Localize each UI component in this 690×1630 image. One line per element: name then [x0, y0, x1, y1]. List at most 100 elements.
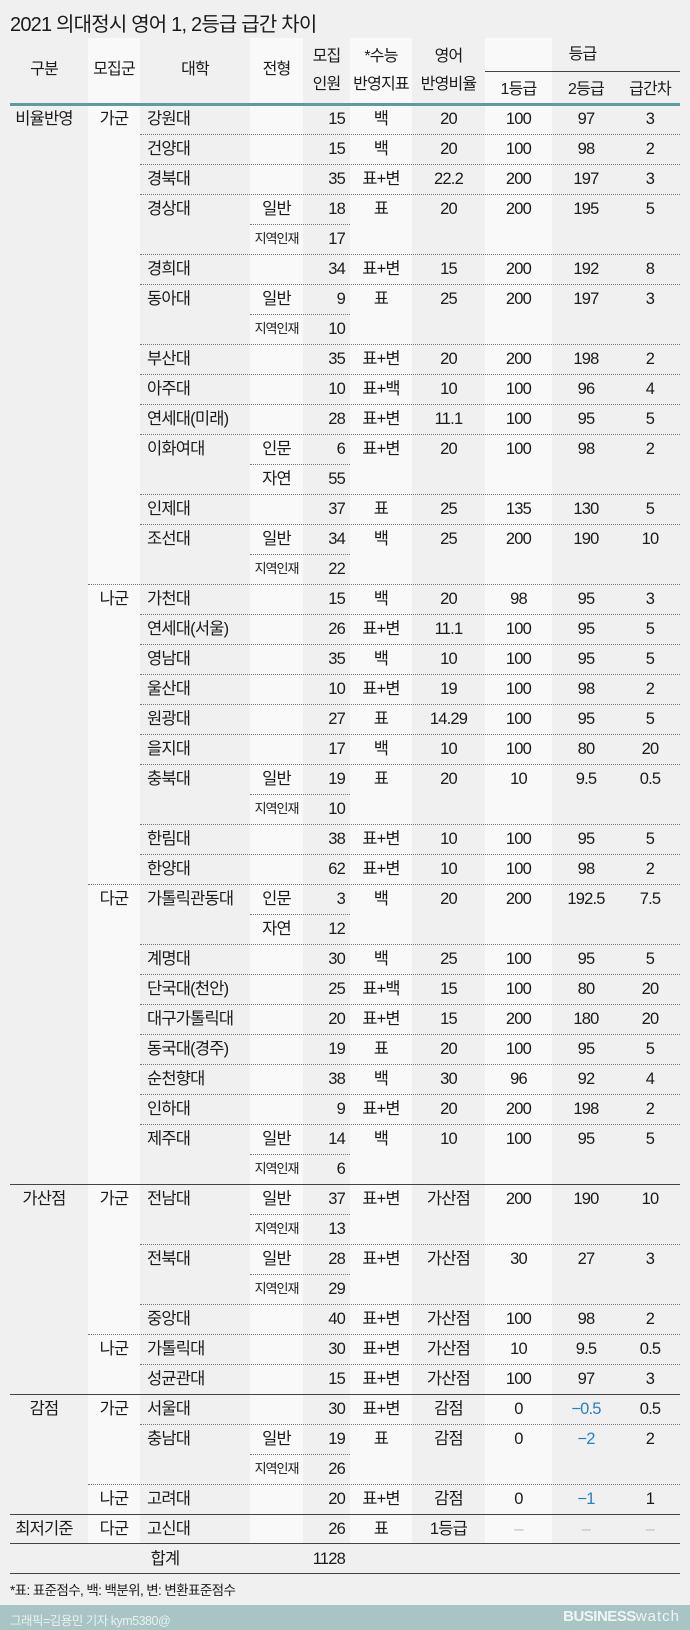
univ-cell: 경북대: [147, 170, 191, 188]
grade1-cell: 100: [505, 680, 532, 698]
grade2-cell: 195: [573, 200, 599, 218]
row-divider: [140, 1094, 680, 1095]
quota-cell: 26: [328, 1520, 346, 1538]
univ-cell: 고신대: [147, 1520, 191, 1538]
grade2-cell: 98: [577, 1310, 596, 1328]
row-divider: [140, 674, 680, 675]
header-quota-1: 모집: [312, 48, 342, 65]
grade1-cell: 200: [505, 1010, 532, 1028]
total-quota: 1128: [312, 1550, 346, 1568]
divider: [10, 1573, 680, 1574]
grade2-cell: 9.5: [575, 770, 597, 788]
diff-cell: 2: [645, 350, 655, 368]
table-row: 전북대 일반 28 표+변 가산점 30 27 3: [0, 1244, 690, 1274]
table-subrow: 지역인재 29: [0, 1274, 690, 1304]
header-rule: [10, 103, 680, 106]
diff-cell: 7.5: [639, 890, 661, 908]
row-divider: [10, 1514, 680, 1515]
grade2-cell: −1: [577, 1490, 595, 1508]
univ-cell: 중앙대: [147, 1310, 191, 1328]
index-cell: 백: [373, 140, 389, 158]
ratio-cell: 10: [440, 1130, 458, 1148]
index-cell: 표+변: [362, 170, 400, 188]
row-divider: [250, 464, 350, 465]
index-cell: 표+변: [362, 830, 400, 848]
row-divider: [140, 614, 680, 615]
row-divider: [250, 554, 350, 555]
row-divider: [250, 314, 350, 315]
logo-bold: BUSINESS: [563, 1608, 636, 1625]
quota-cell: 22: [328, 560, 346, 578]
diff-cell: 3: [645, 1370, 655, 1388]
quota-cell: 19: [328, 1430, 346, 1448]
grade2-cell: 95: [577, 710, 596, 728]
table-row: 을지대 17 백 10 100 80 20: [0, 734, 690, 764]
quota-cell: 40: [328, 1310, 346, 1328]
ratio-cell: 14.29: [429, 710, 468, 728]
index-cell: 표: [373, 710, 389, 728]
type-cell: 지역인재: [254, 801, 300, 816]
ratio-cell: 15: [440, 980, 458, 998]
grade2-cell: 180: [573, 1010, 599, 1028]
grade2-cell: 192.5: [567, 890, 605, 908]
diff-cell: 20: [641, 980, 660, 998]
grade2-cell: 95: [577, 590, 596, 608]
row-divider: [140, 1004, 680, 1005]
type-cell: 인문: [262, 440, 292, 458]
quota-cell: 34: [328, 530, 346, 548]
row-divider: [140, 1124, 680, 1125]
table-row: 동아대 일반 9 표 25 200 197 3: [0, 284, 690, 314]
grade1-cell: 200: [505, 350, 532, 368]
table-row: 순천향대 38 백 30 96 92 4: [0, 1064, 690, 1094]
header-index-2: 반영지표: [353, 76, 409, 93]
index-cell: 백: [373, 890, 389, 908]
ratio-cell: 10: [440, 380, 458, 398]
gun-cell: 가군: [99, 1190, 130, 1208]
row-divider: [140, 344, 680, 345]
ratio-cell: 25: [440, 950, 458, 968]
ratio-cell: 11.1: [434, 410, 464, 428]
ratio-cell: 22.2: [434, 170, 464, 188]
table-row: 나군 고려대 20 표+변 감점 0 −1 1: [0, 1484, 690, 1514]
grade1-cell: 200: [505, 1190, 532, 1208]
header-grade-rule: [485, 71, 680, 72]
index-cell: 표: [373, 770, 389, 788]
total-label: 합계: [150, 1550, 181, 1568]
header-gun: 모집군: [93, 61, 136, 78]
diff-cell: 2: [645, 1430, 655, 1448]
quota-cell: 37: [328, 500, 346, 518]
row-divider: [140, 824, 680, 825]
grade1-cell: 98: [510, 590, 528, 608]
index-cell: 표+변: [362, 1310, 400, 1328]
univ-cell: 연세대(서울): [147, 620, 229, 638]
univ-cell: 경상대: [147, 200, 191, 218]
table-row: 제주대 일반 14 백 10 100 95 5: [0, 1124, 690, 1154]
row-divider: [140, 164, 680, 165]
grade2-cell: 192: [573, 260, 599, 278]
table-row: 울산대 10 표+변 19 100 98 2: [0, 674, 690, 704]
divider: [10, 1543, 680, 1544]
univ-cell: 부산대: [147, 350, 191, 368]
univ-cell: 대구가톨릭대: [147, 1010, 234, 1028]
type-cell: 일반: [262, 200, 292, 218]
diff-cell: 0.5: [639, 770, 661, 788]
row-divider: [140, 734, 680, 735]
index-cell: 표: [373, 500, 389, 518]
header-g1: 1등급: [500, 81, 538, 98]
table-row: 영남대 35 백 10 100 95 5: [0, 644, 690, 674]
table-subrow: 지역인재 13: [0, 1214, 690, 1244]
table-row: 조선대 일반 34 백 25 200 190 10: [0, 524, 690, 554]
grade2-cell: 197: [573, 290, 599, 308]
grade2-cell: 198: [573, 350, 599, 368]
logo-light: watch: [635, 1608, 680, 1625]
grade2-cell: 80: [577, 740, 596, 758]
row-divider: [140, 284, 680, 285]
univ-cell: 계명대: [147, 950, 191, 968]
row-divider: [140, 944, 680, 945]
column-stripe: [88, 38, 140, 1543]
univ-cell: 원광대: [147, 710, 191, 728]
grade1-cell: 200: [505, 170, 532, 188]
grade1-cell: 135: [505, 500, 532, 518]
quota-cell: 38: [328, 830, 346, 848]
index-cell: 백: [373, 590, 389, 608]
